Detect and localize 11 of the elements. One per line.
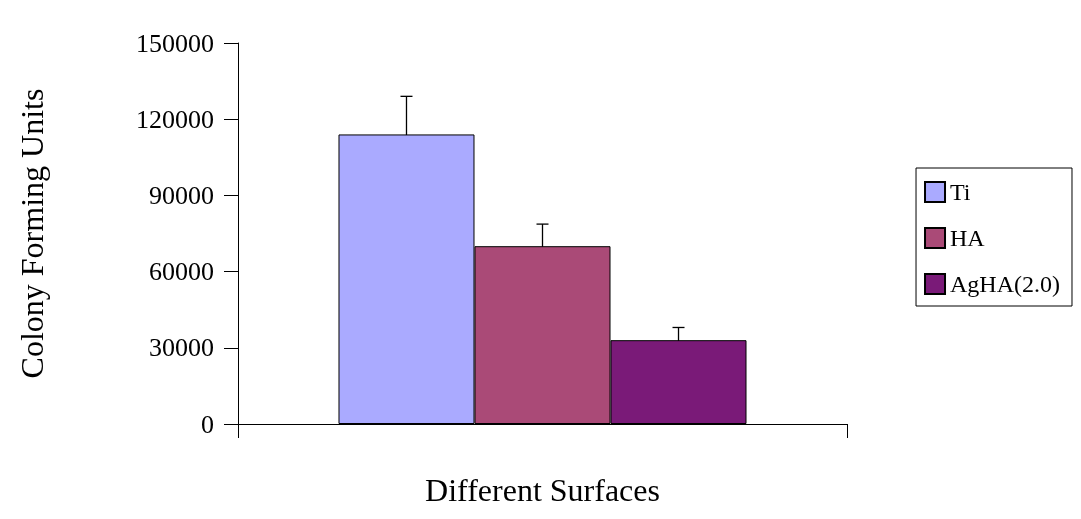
y-tick-label: 150000	[136, 28, 214, 58]
legend-label: HA	[950, 225, 986, 251]
y-tick-label: 120000	[136, 104, 214, 134]
x-axis-title: Different Surfaces	[425, 472, 660, 508]
y-tick-label: 0	[201, 409, 214, 439]
y-tick-label: 90000	[149, 180, 214, 210]
legend-label: Ti	[950, 179, 971, 205]
y-axis-title: Colony Forming Units	[14, 88, 50, 379]
y-tick-label: 30000	[149, 333, 214, 363]
y-tick-label: 60000	[149, 257, 214, 287]
legend-label: AgHA(2.0)	[950, 271, 1060, 297]
